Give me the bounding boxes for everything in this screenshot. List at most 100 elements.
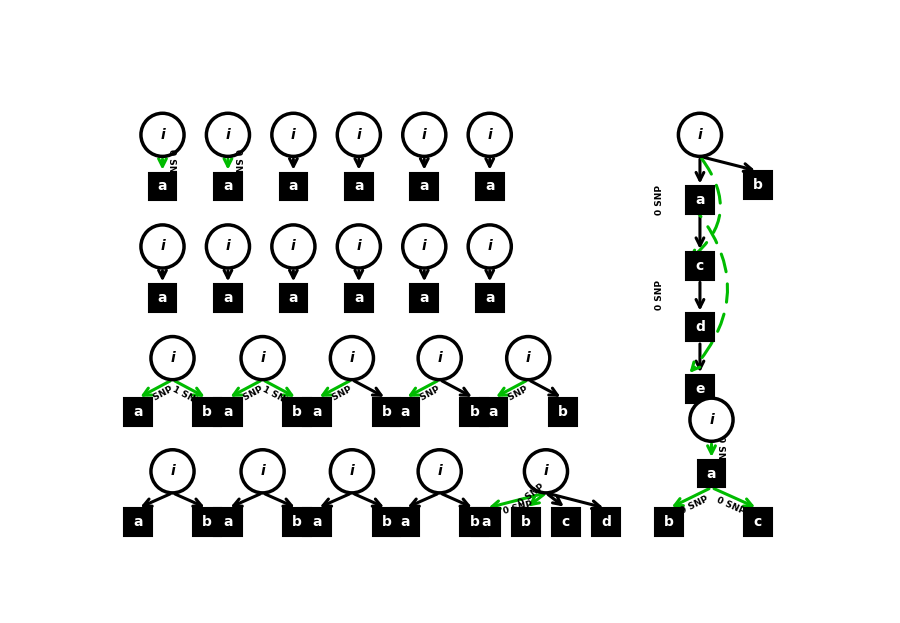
Bar bbox=[345, 284, 373, 312]
Bar bbox=[194, 398, 221, 426]
Text: 0 SNP: 0 SNP bbox=[500, 384, 530, 407]
Circle shape bbox=[402, 225, 446, 268]
Circle shape bbox=[679, 113, 722, 156]
Text: c: c bbox=[562, 515, 570, 529]
Text: i: i bbox=[349, 351, 355, 365]
Text: a: a bbox=[482, 515, 490, 529]
Bar bbox=[461, 398, 488, 426]
Bar bbox=[194, 508, 221, 536]
Bar bbox=[461, 508, 488, 536]
Text: 0 SNP: 0 SNP bbox=[502, 500, 534, 516]
Bar bbox=[476, 173, 504, 200]
Bar bbox=[124, 398, 152, 426]
Text: i: i bbox=[488, 239, 492, 254]
Circle shape bbox=[206, 225, 249, 268]
Circle shape bbox=[418, 336, 461, 379]
Bar bbox=[214, 398, 242, 426]
Bar bbox=[686, 313, 714, 341]
Text: 1 SNP: 1 SNP bbox=[261, 384, 292, 407]
Text: i: i bbox=[437, 464, 442, 478]
Bar bbox=[655, 508, 683, 536]
Text: i: i bbox=[226, 239, 230, 254]
Circle shape bbox=[151, 450, 194, 493]
Circle shape bbox=[402, 113, 446, 156]
Text: i: i bbox=[170, 351, 175, 365]
Bar bbox=[303, 398, 331, 426]
Text: a: a bbox=[133, 515, 142, 529]
Bar bbox=[410, 173, 438, 200]
Circle shape bbox=[206, 113, 249, 156]
Circle shape bbox=[241, 450, 284, 493]
Text: b: b bbox=[382, 405, 392, 419]
Circle shape bbox=[507, 336, 550, 379]
Text: 1 SNP: 1 SNP bbox=[233, 384, 265, 407]
Circle shape bbox=[525, 450, 568, 493]
Text: a: a bbox=[489, 405, 499, 419]
Bar bbox=[472, 508, 500, 536]
Bar bbox=[148, 173, 176, 200]
Text: a: a bbox=[223, 179, 233, 193]
Bar bbox=[392, 398, 418, 426]
Text: 0 SNP: 0 SNP bbox=[233, 150, 242, 179]
Circle shape bbox=[272, 113, 315, 156]
Text: i: i bbox=[349, 464, 355, 478]
Text: 0 SNP: 0 SNP bbox=[716, 495, 747, 516]
Text: d: d bbox=[601, 515, 611, 529]
Bar bbox=[743, 171, 771, 199]
Text: a: a bbox=[158, 291, 167, 305]
Text: a: a bbox=[223, 405, 233, 419]
Circle shape bbox=[468, 225, 511, 268]
Text: b: b bbox=[202, 515, 212, 529]
Text: i: i bbox=[260, 351, 265, 365]
Text: i: i bbox=[437, 351, 442, 365]
Text: 0 SNP: 0 SNP bbox=[323, 384, 354, 407]
Text: i: i bbox=[698, 128, 702, 142]
Bar bbox=[698, 460, 725, 487]
Text: c: c bbox=[696, 259, 704, 273]
Text: a: a bbox=[289, 179, 298, 193]
Text: 0 SNP: 0 SNP bbox=[716, 435, 725, 465]
Text: i: i bbox=[356, 128, 361, 142]
Text: a: a bbox=[485, 291, 494, 305]
Text: a: a bbox=[312, 405, 322, 419]
Bar bbox=[392, 508, 418, 536]
Text: c: c bbox=[753, 515, 761, 529]
Text: a: a bbox=[485, 179, 494, 193]
Text: e: e bbox=[695, 382, 705, 396]
Bar bbox=[686, 375, 714, 403]
Bar bbox=[476, 284, 504, 312]
Bar bbox=[373, 508, 400, 536]
Text: i: i bbox=[544, 464, 548, 478]
Text: b: b bbox=[664, 515, 674, 529]
Text: a: a bbox=[289, 291, 298, 305]
Bar bbox=[480, 398, 508, 426]
Text: a: a bbox=[354, 291, 364, 305]
Circle shape bbox=[690, 398, 734, 441]
Text: i: i bbox=[422, 239, 427, 254]
Bar bbox=[280, 173, 307, 200]
Text: b: b bbox=[292, 515, 302, 529]
Text: i: i bbox=[260, 464, 265, 478]
Text: 0 SNP: 0 SNP bbox=[517, 482, 546, 507]
Bar bbox=[549, 398, 577, 426]
Text: d: d bbox=[695, 320, 705, 335]
Bar bbox=[214, 173, 242, 200]
Text: i: i bbox=[526, 351, 531, 365]
Text: i: i bbox=[170, 464, 175, 478]
Circle shape bbox=[338, 113, 381, 156]
Bar bbox=[345, 173, 373, 200]
Text: a: a bbox=[354, 179, 364, 193]
Text: i: i bbox=[291, 128, 296, 142]
Circle shape bbox=[241, 336, 284, 379]
Bar bbox=[686, 186, 714, 214]
Circle shape bbox=[338, 225, 381, 268]
Bar bbox=[280, 284, 307, 312]
Text: i: i bbox=[226, 128, 230, 142]
Bar bbox=[303, 508, 331, 536]
Bar bbox=[148, 284, 176, 312]
Bar bbox=[284, 508, 311, 536]
Circle shape bbox=[141, 113, 184, 156]
Text: 0 SNP: 0 SNP bbox=[655, 280, 664, 310]
Text: a: a bbox=[312, 515, 322, 529]
Bar bbox=[592, 508, 620, 536]
